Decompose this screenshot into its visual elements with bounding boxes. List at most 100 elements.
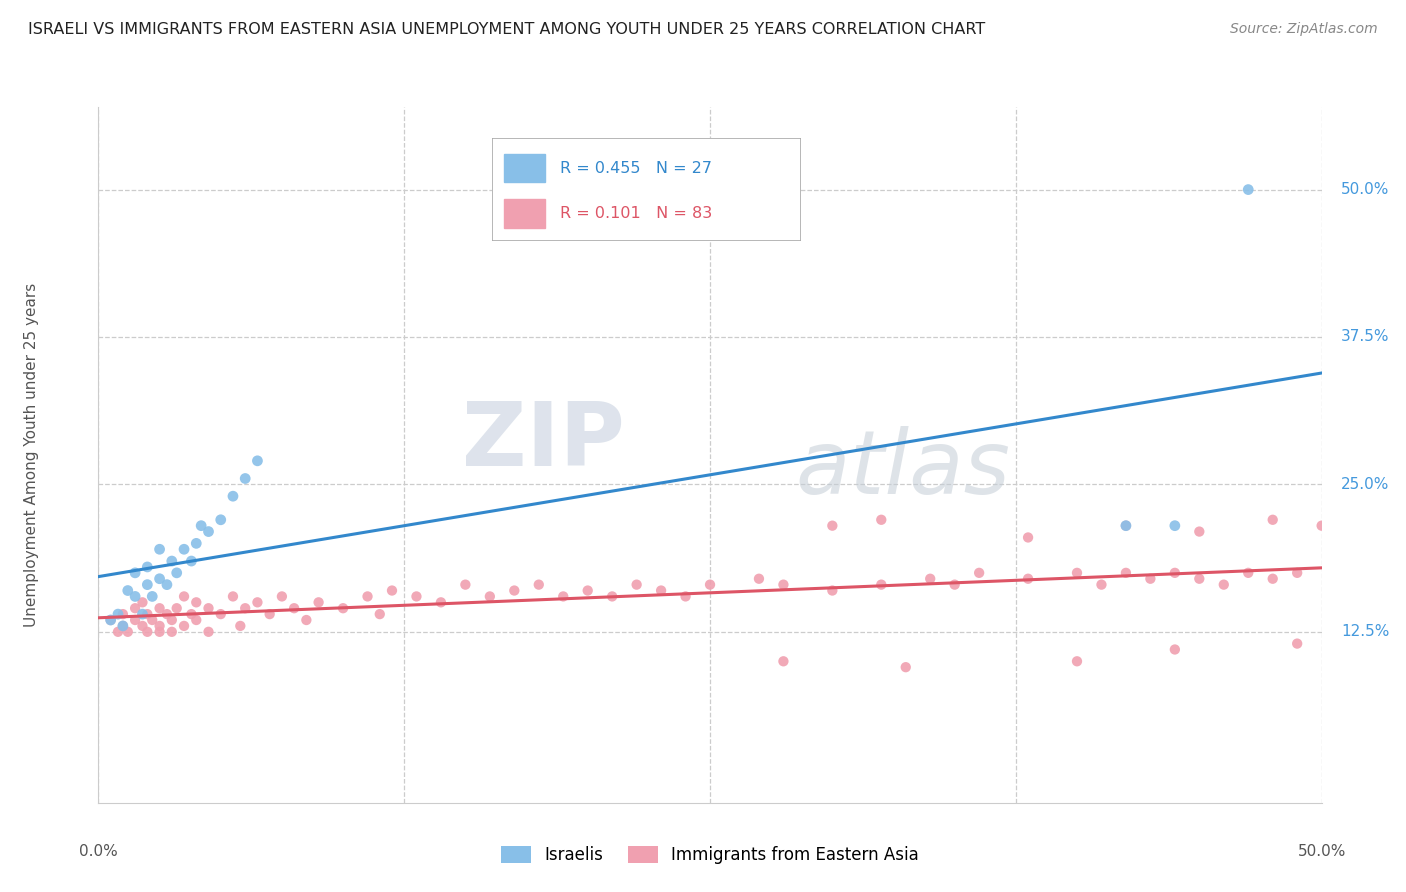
Text: Unemployment Among Youth under 25 years: Unemployment Among Youth under 25 years: [24, 283, 38, 627]
Point: [111, 619, 134, 633]
Point: [1017, 572, 1039, 586]
Point: [772, 577, 794, 591]
Point: [943, 577, 966, 591]
Point: [920, 572, 942, 586]
Point: [186, 595, 208, 609]
Point: [149, 601, 172, 615]
Point: [356, 590, 378, 604]
Point: [870, 577, 893, 591]
Point: [650, 583, 672, 598]
Point: [166, 601, 188, 615]
Point: [454, 577, 477, 591]
Point: [156, 577, 179, 591]
Point: [1261, 572, 1284, 586]
Point: [1237, 183, 1260, 197]
Point: [141, 613, 163, 627]
Point: [141, 590, 163, 604]
Point: [527, 577, 550, 591]
Point: [124, 613, 146, 627]
Point: [136, 624, 159, 639]
Point: [295, 613, 318, 627]
Point: [576, 583, 599, 598]
Point: [229, 619, 252, 633]
Point: [626, 577, 648, 591]
Point: [180, 607, 202, 621]
Point: [180, 554, 202, 568]
Point: [405, 590, 427, 604]
Point: [1212, 577, 1234, 591]
Point: [246, 454, 269, 468]
Point: [894, 660, 917, 674]
Text: ZIP: ZIP: [461, 398, 624, 484]
Point: [1115, 518, 1137, 533]
Point: [131, 619, 153, 633]
Point: [222, 489, 245, 503]
Text: 37.5%: 37.5%: [1341, 329, 1389, 344]
Text: ISRAELI VS IMMIGRANTS FROM EASTERN ASIA UNEMPLOYMENT AMONG YOUTH UNDER 25 YEARS : ISRAELI VS IMMIGRANTS FROM EASTERN ASIA …: [28, 22, 986, 37]
Point: [149, 542, 172, 557]
Legend: Israelis, Immigrants from Eastern Asia: Israelis, Immigrants from Eastern Asia: [495, 839, 925, 871]
Point: [197, 524, 219, 539]
Point: [131, 595, 153, 609]
Point: [1115, 566, 1137, 580]
Point: [1115, 518, 1137, 533]
Point: [149, 624, 172, 639]
Point: [197, 601, 219, 615]
Point: [131, 607, 153, 621]
Point: [100, 613, 122, 627]
Point: [117, 624, 139, 639]
Text: Source: ZipAtlas.com: Source: ZipAtlas.com: [1230, 22, 1378, 37]
Point: [821, 518, 844, 533]
Point: [111, 607, 134, 621]
Point: [503, 583, 526, 598]
Point: [209, 607, 232, 621]
Text: 12.5%: 12.5%: [1341, 624, 1389, 640]
Point: [308, 595, 330, 609]
Point: [190, 518, 212, 533]
Point: [270, 590, 294, 604]
Text: 0.0%: 0.0%: [79, 844, 118, 859]
Point: [136, 607, 159, 621]
Point: [124, 566, 146, 580]
Point: [430, 595, 453, 609]
Point: [124, 590, 146, 604]
Text: 50.0%: 50.0%: [1298, 844, 1346, 859]
Point: [173, 590, 195, 604]
Point: [107, 607, 129, 621]
Text: 50.0%: 50.0%: [1341, 182, 1389, 197]
Point: [136, 560, 159, 574]
Point: [748, 572, 770, 586]
Bar: [505, 153, 544, 182]
Point: [1310, 518, 1333, 533]
Point: [1188, 572, 1211, 586]
Point: [233, 601, 256, 615]
Point: [368, 607, 391, 621]
Point: [283, 601, 305, 615]
Point: [1286, 637, 1309, 651]
Point: [160, 613, 183, 627]
Point: [478, 590, 501, 604]
Point: [160, 624, 183, 639]
Bar: [505, 199, 544, 227]
Point: [1066, 654, 1088, 668]
Point: [699, 577, 721, 591]
Point: [1017, 531, 1039, 545]
Point: [209, 513, 232, 527]
Point: [156, 607, 179, 621]
Point: [259, 607, 281, 621]
Point: [600, 590, 623, 604]
Point: [107, 624, 129, 639]
Point: [381, 583, 404, 598]
Point: [1261, 513, 1284, 527]
Point: [233, 471, 256, 485]
Point: [1237, 566, 1260, 580]
Text: atlas: atlas: [796, 425, 1011, 512]
Point: [967, 566, 990, 580]
Point: [100, 613, 122, 627]
Text: R = 0.101   N = 83: R = 0.101 N = 83: [560, 206, 713, 220]
Point: [1139, 572, 1161, 586]
Point: [1164, 518, 1187, 533]
Point: [186, 536, 208, 550]
Point: [166, 566, 188, 580]
Point: [1286, 566, 1309, 580]
